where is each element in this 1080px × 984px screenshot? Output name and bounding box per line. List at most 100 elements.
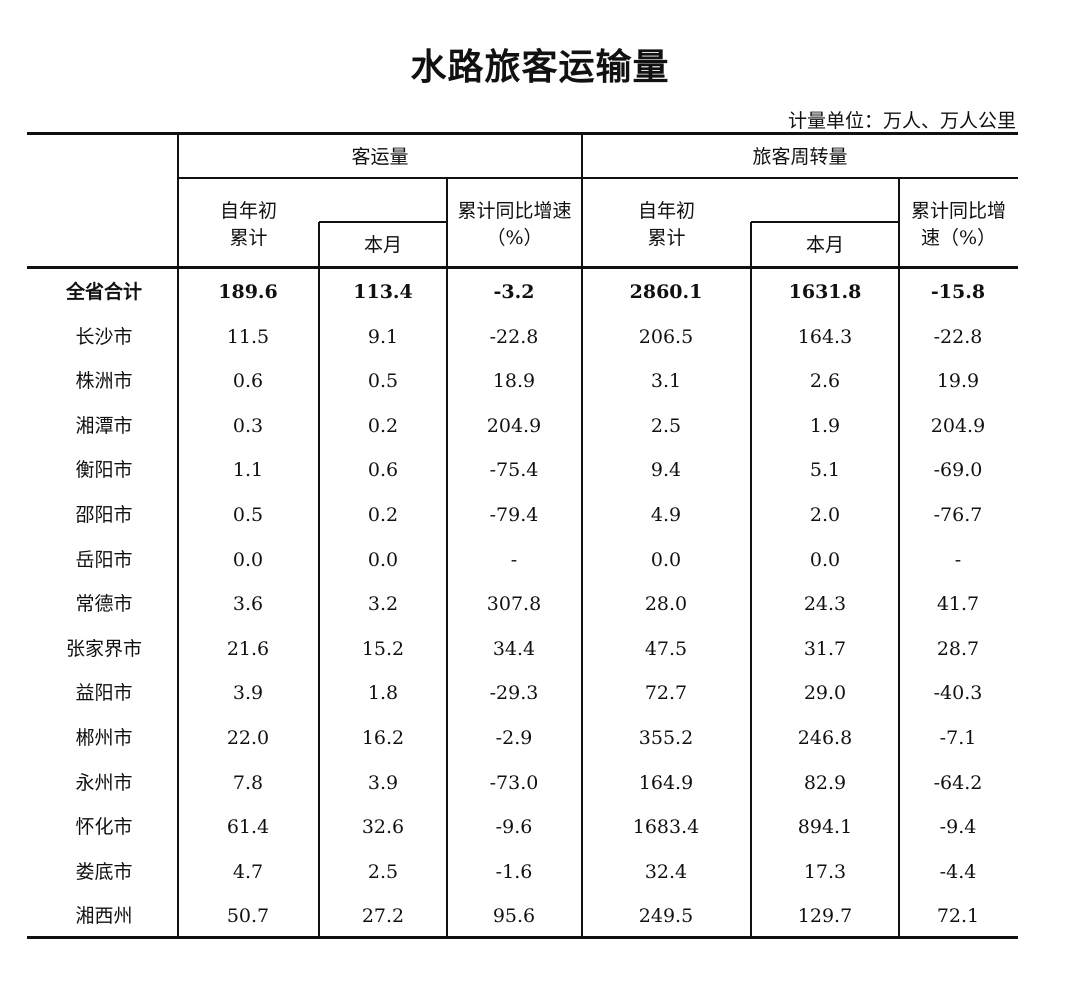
data-cell: 249.5	[638, 905, 694, 928]
region-name: 怀化市	[75, 816, 133, 839]
col-line	[177, 133, 179, 937]
data-cell: 0.0	[650, 548, 682, 571]
region-name: 长沙市	[75, 325, 133, 348]
data-cell: 0.0	[809, 548, 841, 571]
data-cell: 3.9	[232, 682, 264, 705]
data-cell: 32.6	[361, 816, 405, 839]
data-cell: -3.2	[493, 281, 535, 303]
header-ytd-2-l1: 自年初	[637, 200, 695, 222]
data-cell: 3.1	[650, 370, 682, 393]
data-cell: 355.2	[638, 727, 694, 749]
region-name: 岳阳市	[75, 548, 133, 571]
data-cell: 9.1	[367, 325, 399, 348]
data-cell: 0.6	[232, 370, 264, 393]
data-cell: 3.6	[232, 593, 264, 616]
data-cell: 22.0	[226, 727, 270, 749]
data-cell: -9.4	[939, 816, 977, 839]
region-name: 湘潭市	[75, 414, 133, 437]
data-cell: 95.6	[492, 905, 536, 928]
data-cell: 50.7	[226, 905, 270, 928]
data-cell: 0.2	[367, 504, 399, 526]
data-cell: 0.3	[232, 414, 264, 437]
page-title: 水路旅客运输量	[410, 47, 670, 88]
group-divider	[178, 177, 1018, 179]
group-header-passenger-turnover: 旅客周转量	[752, 146, 848, 168]
header-rule	[27, 266, 1018, 269]
data-cell: 3.2	[367, 593, 399, 616]
data-cell: 17.3	[803, 860, 847, 883]
region-name: 衡阳市	[75, 459, 133, 482]
data-cell: 41.7	[936, 593, 980, 616]
data-cell: -	[954, 548, 962, 571]
data-cell: 11.5	[226, 325, 270, 348]
col-line	[898, 178, 900, 937]
data-cell: 47.5	[644, 637, 688, 660]
data-cell: 34.4	[492, 637, 536, 660]
data-cell: 894.1	[797, 816, 853, 839]
data-cell: 1683.4	[632, 816, 700, 839]
data-cell: -	[510, 548, 518, 571]
data-cell: 72.1	[936, 905, 980, 928]
data-cell: 0.0	[232, 548, 264, 571]
month-box-top-1	[319, 221, 448, 223]
data-cell: 189.6	[218, 281, 278, 303]
region-name: 郴州市	[75, 727, 133, 749]
data-cell: 129.7	[797, 905, 853, 928]
data-cell: -75.4	[489, 459, 539, 482]
data-cell: -22.8	[933, 325, 983, 348]
data-cell: 4.7	[232, 860, 264, 883]
data-cell: 3.9	[367, 771, 399, 794]
region-name: 娄底市	[75, 860, 133, 883]
data-cell: -9.6	[495, 816, 533, 839]
data-cell: 204.9	[486, 414, 542, 437]
data-cell: 28.7	[936, 637, 980, 660]
data-cell: 72.7	[644, 682, 688, 705]
data-cell: 7.8	[232, 771, 264, 794]
data-cell: 1.1	[232, 459, 264, 482]
col-line	[446, 178, 448, 937]
col-line	[318, 222, 320, 937]
data-cell: -79.4	[489, 504, 539, 526]
data-cell: 113.4	[353, 281, 413, 303]
region-name: 湘西州	[75, 905, 133, 928]
region-name: 常德市	[75, 593, 133, 616]
data-cell: 2.5	[650, 414, 682, 437]
data-cell: 1.9	[809, 414, 841, 437]
data-cell: -1.6	[495, 860, 533, 883]
data-cell: 246.8	[797, 727, 853, 749]
data-cell: 32.4	[644, 860, 688, 883]
data-cell: 29.0	[803, 682, 847, 705]
data-cell: 31.7	[803, 637, 847, 660]
data-cell: -40.3	[933, 682, 983, 705]
data-cell: 82.9	[803, 771, 847, 794]
header-growth-1-l1: 累计同比增速	[457, 200, 572, 222]
data-cell: 5.1	[809, 459, 841, 482]
data-cell: 0.6	[367, 459, 399, 482]
data-cell: 1631.8	[788, 281, 862, 303]
region-name: 益阳市	[75, 682, 133, 705]
data-cell: -15.8	[930, 281, 986, 303]
header-month-2: 本月	[805, 234, 844, 256]
header-month-1: 本月	[363, 234, 402, 256]
region-name: 张家界市	[65, 637, 143, 660]
data-cell: -69.0	[933, 459, 983, 482]
bottom-rule	[27, 936, 1018, 939]
data-cell: 164.9	[638, 771, 694, 794]
data-cell: 15.2	[361, 637, 405, 660]
data-cell: -76.7	[933, 504, 983, 526]
data-cell: 0.2	[367, 414, 399, 437]
data-cell: 2.5	[367, 860, 399, 883]
region-name: 全省合计	[65, 281, 143, 303]
data-cell: 9.4	[650, 459, 682, 482]
data-cell: 2.0	[809, 504, 841, 526]
col-line	[750, 222, 752, 937]
data-cell: 0.5	[367, 370, 399, 393]
data-cell: 2860.1	[629, 281, 703, 303]
unit-note: 计量单位：万人、万人公里	[787, 110, 1016, 132]
data-cell: 28.0	[644, 593, 688, 616]
header-growth-1-l2: （%）	[486, 227, 543, 249]
header-growth-2-l2: 速（%）	[920, 227, 997, 249]
data-cell: 206.5	[638, 325, 694, 348]
data-cell: -73.0	[489, 771, 539, 794]
header-ytd-1-l2: 累计	[229, 227, 268, 249]
